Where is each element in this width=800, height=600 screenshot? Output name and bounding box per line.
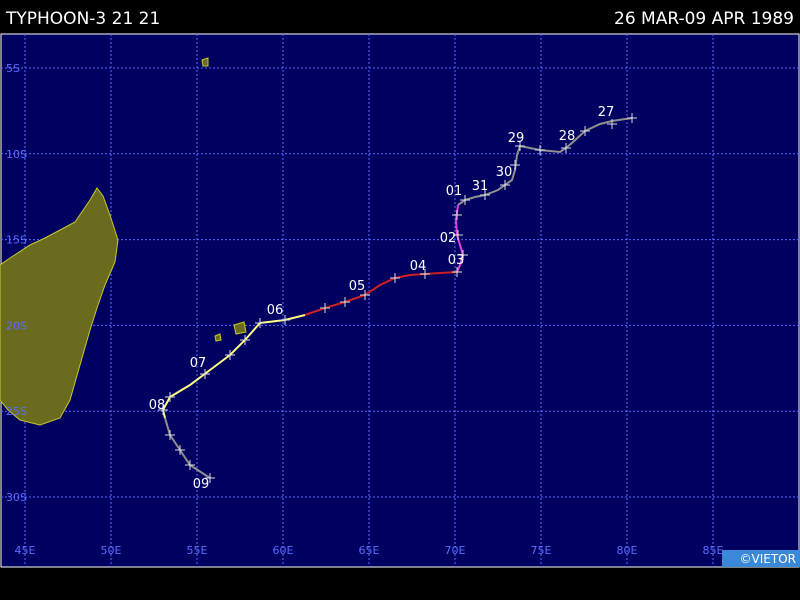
day-label: 04 bbox=[410, 259, 427, 274]
labels: 5S 10S 15S 20S 25S 30S 45E 50E 55E 60E 65E 70E 75E 80… bbox=[6, 62, 724, 557]
day-label: 02 bbox=[440, 231, 457, 246]
lon-label: 50E bbox=[101, 544, 122, 557]
island bbox=[233, 321, 247, 335]
day-label: 31 bbox=[472, 179, 489, 194]
track-segment bbox=[454, 204, 465, 273]
lat-label: 15S bbox=[6, 234, 27, 247]
day-label: 30 bbox=[496, 165, 513, 180]
date-range: 26 MAR-09 APR 1989 bbox=[614, 9, 794, 29]
day-label: 27 bbox=[598, 105, 615, 120]
credit: ©VIETOR bbox=[740, 552, 796, 566]
lon-label: 85E bbox=[703, 544, 724, 557]
madagascar bbox=[0, 187, 119, 426]
title: TYPHOON-3 21 21 bbox=[5, 9, 160, 29]
lon-label: 80E bbox=[617, 544, 638, 557]
ocean bbox=[0, 33, 800, 568]
day-label: 06 bbox=[267, 303, 284, 318]
track-ticks bbox=[158, 113, 637, 483]
day-label: 28 bbox=[559, 129, 576, 144]
track-segment bbox=[161, 314, 306, 419]
lat-label: 5S bbox=[6, 62, 20, 75]
lon-label: 70E bbox=[445, 544, 466, 557]
lat-label: 30S bbox=[6, 491, 27, 504]
day-label: 03 bbox=[448, 253, 465, 268]
lat-label: 25S bbox=[6, 405, 27, 418]
day-label: 07 bbox=[190, 356, 207, 371]
island bbox=[201, 57, 209, 67]
lon-label: 60E bbox=[273, 544, 294, 557]
lon-label: 55E bbox=[187, 544, 208, 557]
land bbox=[0, 57, 247, 426]
day-label: 29 bbox=[508, 131, 525, 146]
day-label: 01 bbox=[446, 184, 463, 199]
graticule bbox=[1, 34, 799, 567]
lon-label: 75E bbox=[531, 544, 552, 557]
lon-label: 45E bbox=[15, 544, 36, 557]
island bbox=[214, 333, 222, 342]
lon-label: 65E bbox=[359, 544, 380, 557]
day-label: 05 bbox=[349, 279, 366, 294]
lat-label: 20S bbox=[6, 319, 27, 332]
credit-box bbox=[722, 550, 800, 567]
day-label: 08 bbox=[149, 398, 166, 413]
lat-label: 10S bbox=[6, 148, 27, 161]
day-label: 09 bbox=[193, 477, 210, 492]
